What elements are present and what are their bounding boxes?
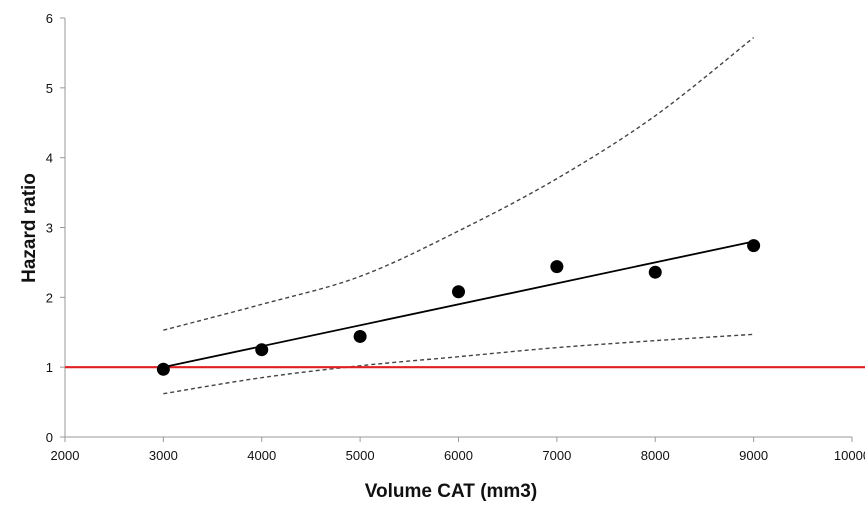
- y-tick-label: 1: [46, 360, 53, 375]
- fit-line-layer: [163, 240, 754, 369]
- x-tick-label: 4000: [247, 448, 276, 463]
- y-tick-label: 3: [46, 221, 53, 236]
- trend-line: [163, 240, 754, 369]
- data-point: [747, 239, 761, 253]
- data-point: [550, 260, 564, 274]
- data-point: [452, 285, 465, 299]
- upper-confidence-curve: [163, 37, 755, 331]
- y-axis-title: Hazard ratio: [19, 173, 40, 283]
- y-tick-label: 4: [46, 151, 53, 166]
- x-tick-label: 3000: [149, 448, 178, 463]
- data-point: [255, 343, 269, 357]
- y-tick-label: 5: [46, 81, 53, 96]
- data-point: [648, 265, 662, 279]
- data-point: [353, 329, 367, 343]
- x-tick-label: 2000: [51, 448, 80, 463]
- data-point: [156, 362, 170, 376]
- y-tick-label: 0: [46, 430, 53, 445]
- x-axis-title: Volume CAT (mm3): [365, 481, 537, 502]
- x-tick-label: 5000: [346, 448, 375, 463]
- lower-confidence-curve: [163, 333, 754, 395]
- x-tick-label: 8000: [641, 448, 670, 463]
- y-tick-label: 6: [46, 11, 53, 26]
- data-points: [156, 239, 761, 376]
- x-tick-label: 9000: [739, 448, 768, 463]
- confidence-bands: [163, 37, 755, 395]
- x-tick-label: 6000: [444, 448, 473, 463]
- x-tick-label: 7000: [542, 448, 571, 463]
- y-tick-label: 2: [46, 290, 53, 305]
- axes: [60, 17, 853, 442]
